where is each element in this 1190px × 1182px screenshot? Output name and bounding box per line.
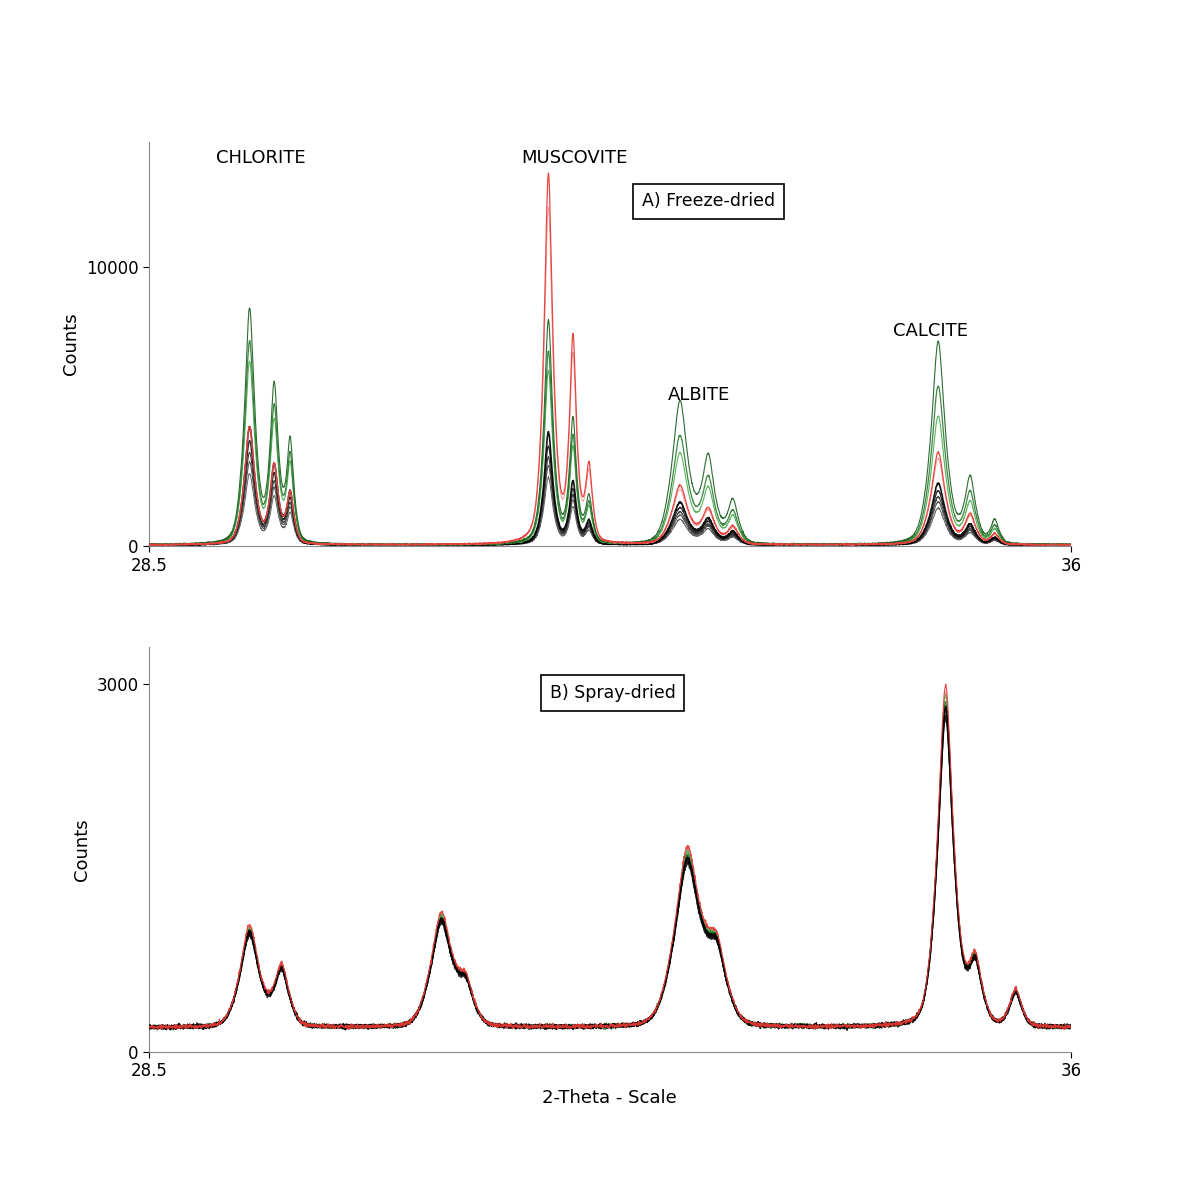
Y-axis label: Counts: Counts [62, 313, 80, 376]
Text: A) Freeze-dried: A) Freeze-dried [643, 193, 775, 210]
Text: B) Spray-dried: B) Spray-dried [550, 684, 676, 702]
Y-axis label: Counts: Counts [73, 818, 90, 881]
Text: CALCITE: CALCITE [892, 322, 967, 340]
Text: MUSCOVITE: MUSCOVITE [521, 149, 627, 167]
X-axis label: 2-Theta - Scale: 2-Theta - Scale [543, 1089, 677, 1106]
Text: ALBITE: ALBITE [668, 387, 729, 404]
Text: CHLORITE: CHLORITE [217, 149, 306, 167]
